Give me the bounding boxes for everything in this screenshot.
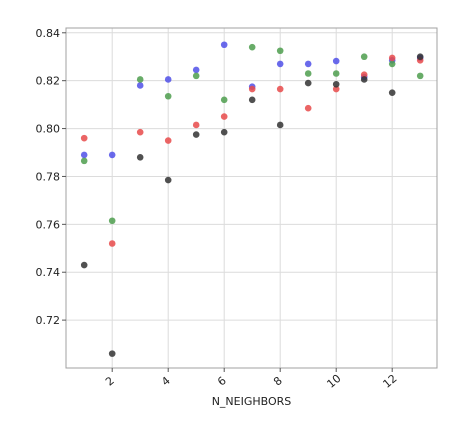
data-point-series-3 [80,134,88,142]
data-point-series-1 [220,41,228,49]
x-tick-label: 8 [271,374,285,388]
data-point-series-3 [108,240,116,247]
data-point-series-2 [416,72,424,80]
data-point-series-2 [360,53,368,61]
data-point-series-4 [248,96,256,104]
data-point-series-1 [80,151,88,159]
data-point-series-1 [332,57,340,65]
data-point-series-4 [80,261,88,269]
x-tick-label: 2 [103,374,117,388]
y-axis-ticks: 0.72 0.74 0.76 0.78 0.80 0.82 0.84 [36,27,66,327]
data-point-series-1 [108,151,116,159]
grid-lines [66,28,437,368]
data-point-series-3 [192,121,200,129]
data-point-series-3 [332,85,340,93]
data-point-series-1 [164,76,172,83]
data-point-series-4 [332,80,340,88]
x-tick-label: 12 [380,372,399,391]
y-tick-label: 0.78 [36,170,61,183]
data-point-series-2 [108,217,116,225]
data-point-series-1 [136,82,144,89]
x-axis-title: N_NEIGHBORS [212,395,292,408]
data-point-series-2 [136,76,144,83]
data-point-series-4 [136,153,144,161]
data-point-series-3 [248,85,256,93]
data-point-series-3 [164,137,172,144]
x-axis-ticks: 2 4 6 8 10 12 [103,368,399,391]
data-point-series-4 [388,89,396,96]
data-point-series-4 [192,131,200,138]
data-point-series-4 [360,76,368,83]
data-point-series-1 [192,66,200,74]
y-tick-label: 0.82 [36,75,61,88]
data-point-series-2 [332,70,340,77]
y-tick-label: 0.84 [36,27,61,40]
x-tick-label: 10 [324,372,343,391]
data-points [80,41,424,357]
data-point-series-3 [276,85,284,93]
data-point-series-2 [276,47,284,55]
data-point-series-2 [80,157,88,165]
y-tick-label: 0.72 [36,314,61,327]
data-point-series-4 [276,121,284,129]
data-point-series-2 [164,92,172,100]
data-point-series-2 [304,70,312,77]
data-point-series-2 [248,43,256,51]
data-point-series-2 [220,96,228,104]
data-point-series-1 [304,60,312,68]
y-tick-label: 0.76 [36,218,61,231]
data-point-series-2 [192,72,200,80]
data-point-series-4 [304,79,312,87]
y-tick-label: 0.80 [36,123,61,136]
data-point-series-3 [136,128,144,136]
plot-area-frame [65,27,438,369]
data-point-series-3 [220,113,228,120]
data-point-series-4 [164,176,172,184]
data-point-series-3 [360,71,368,78]
data-point-series-4 [108,350,116,357]
x-tick-label: 4 [159,374,173,388]
data-point-series-1 [276,60,284,68]
data-point-series-4 [416,53,424,61]
data-point-series-4 [220,128,228,136]
y-tick-label: 0.74 [36,266,61,279]
x-tick-label: 6 [215,374,229,388]
data-point-series-3 [304,104,312,112]
data-point-series-3 [388,54,396,62]
data-point-series-2 [388,60,396,68]
